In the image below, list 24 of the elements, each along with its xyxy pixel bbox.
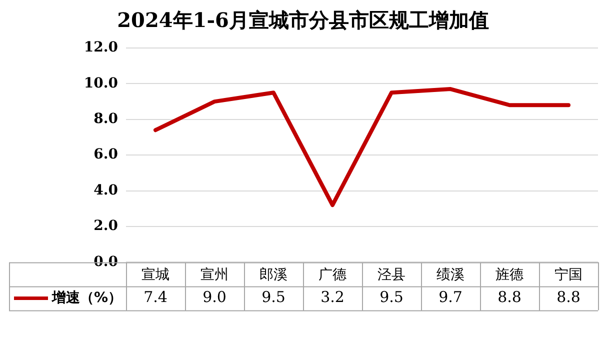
y-tick-label: 4.0 <box>94 182 118 198</box>
x-tick-label: 广德 <box>318 267 346 284</box>
chart-title: 2024年1-6月宣城市分县市区规工增加值 <box>117 8 489 32</box>
data-label: 9.0 <box>202 288 226 306</box>
y-tick-label: 6.0 <box>94 146 118 163</box>
data-label: 9.7 <box>438 288 462 306</box>
legend-label: 增速（%） <box>51 290 122 306</box>
x-tick-label: 宣州 <box>200 267 228 284</box>
data-label: 3.2 <box>320 288 344 306</box>
data-label: 8.8 <box>556 288 580 306</box>
x-tick-label: 绩溪 <box>436 267 464 284</box>
data-label: 9.5 <box>262 288 286 306</box>
data-label: 8.8 <box>498 288 522 306</box>
y-tick-label: 10.0 <box>84 75 118 92</box>
x-tick-label: 宁国 <box>554 267 582 284</box>
x-tick-label: 旌德 <box>496 267 524 284</box>
y-tick-label: 2.0 <box>94 218 118 234</box>
data-label: 7.4 <box>144 288 168 306</box>
y-tick-label: 8.0 <box>94 111 118 128</box>
y-tick-label: 12.0 <box>84 40 118 56</box>
x-tick-label: 郎溪 <box>260 267 288 284</box>
x-tick-label: 泾县 <box>378 267 406 284</box>
x-tick-label: 宣城 <box>142 267 170 284</box>
data-label: 9.5 <box>380 288 404 306</box>
